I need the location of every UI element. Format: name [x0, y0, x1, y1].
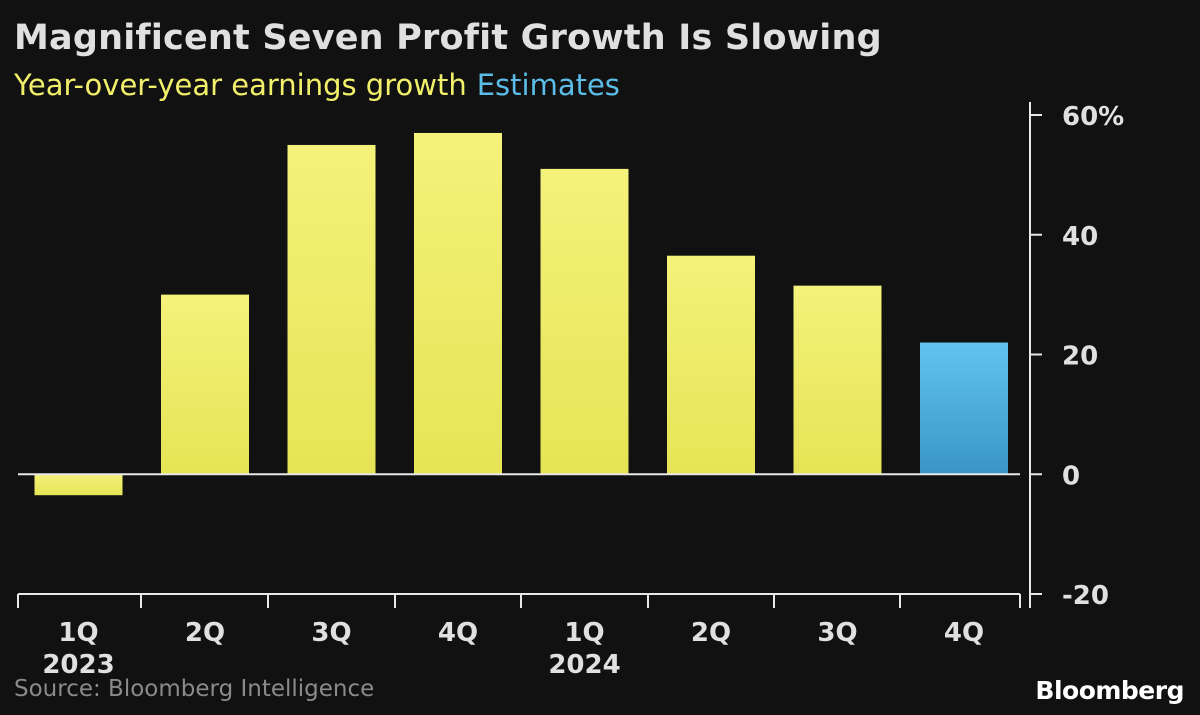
- x-year-label: 2024: [548, 650, 620, 680]
- y-tick-label: 20: [1062, 342, 1098, 372]
- y-tick-label: 40: [1062, 222, 1098, 252]
- legend-estimates-label: Estimates: [476, 68, 620, 102]
- bar-2q-1: [161, 294, 249, 475]
- bloomberg-logo: Bloomberg: [1035, 676, 1184, 705]
- x-tick-label: 2Q: [691, 618, 731, 648]
- bar-2q-5: [667, 255, 755, 475]
- y-tick-label: 60%: [1062, 102, 1124, 132]
- source-note: Source: Bloomberg Intelligence: [14, 676, 375, 702]
- bar-4q-3: [414, 132, 502, 475]
- x-tick-label: 1Q: [58, 618, 98, 648]
- chart-subtitle: Year-over-year earnings growth Estimates: [14, 68, 620, 102]
- legend-actual-label: Year-over-year earnings growth: [14, 68, 467, 102]
- bar-1q-4: [540, 168, 629, 475]
- bar-4q-7: [920, 342, 1008, 475]
- x-tick-label: 4Q: [438, 618, 478, 648]
- x-tick-label: 2Q: [185, 618, 225, 648]
- bar-1q-0: [34, 474, 123, 496]
- x-tick-label: 3Q: [817, 618, 857, 648]
- chart-title: Magnificent Seven Profit Growth Is Slowi…: [14, 18, 882, 58]
- y-tick-label: 0: [1062, 461, 1080, 491]
- x-tick-label: 4Q: [944, 618, 984, 648]
- bar-3q-6: [793, 285, 882, 475]
- bar-3q-2: [287, 144, 376, 475]
- x-tick-label: 1Q: [564, 618, 604, 648]
- y-tick-label: -20: [1062, 581, 1109, 611]
- x-year-label: 2023: [42, 650, 114, 680]
- x-tick-label: 3Q: [311, 618, 351, 648]
